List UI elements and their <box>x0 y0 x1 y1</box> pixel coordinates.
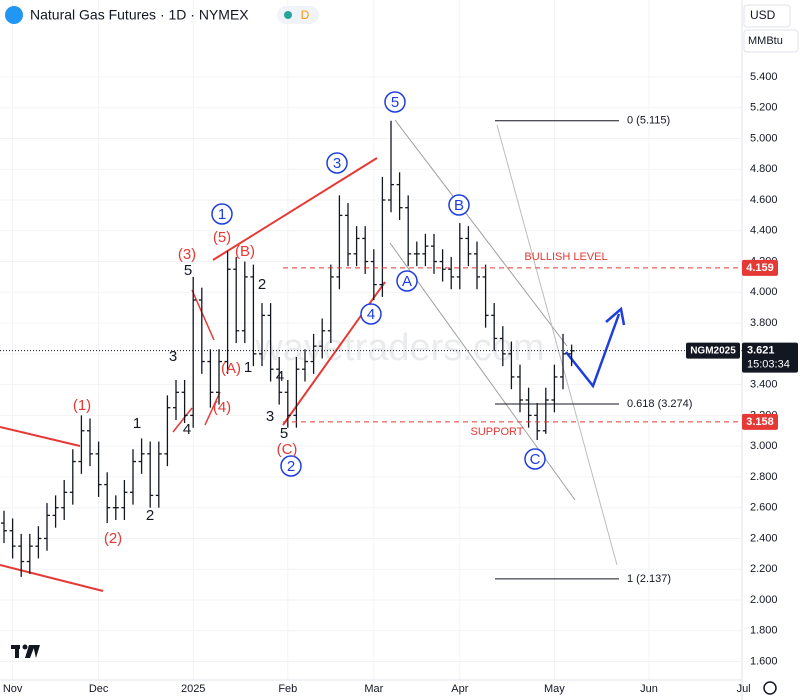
wave-label: 4 <box>183 421 191 438</box>
wave-label: 1 <box>244 359 252 376</box>
chart-title[interactable]: Natural Gas Futures · 1D · NYMEX <box>30 7 249 23</box>
wave-label: 3 <box>333 155 341 172</box>
y-tick-label: 4.400 <box>750 225 778 237</box>
status-dot <box>284 11 292 19</box>
last-price-badge <box>742 342 798 373</box>
wave-label: (1) <box>73 397 91 414</box>
wave-label: (3) <box>178 246 196 263</box>
wave-circle <box>448 194 470 216</box>
wave-label: B <box>454 197 464 214</box>
wave-label: 2 <box>258 276 266 293</box>
y-tick-label: 1.800 <box>750 625 778 637</box>
currency-button[interactable] <box>743 4 791 28</box>
wave-circle <box>396 270 418 292</box>
wave-label: 5 <box>184 262 192 279</box>
y-tick-label: 2.200 <box>750 563 778 575</box>
x-tick-label: Mar <box>364 683 383 695</box>
symbol-tag-label: NGM2025 <box>690 345 736 356</box>
fib-label: 0.618 (3.274) <box>627 398 692 410</box>
y-tick-label: 2.600 <box>750 502 778 514</box>
last-price: 3.621 <box>747 345 775 357</box>
wave-circle <box>524 448 546 470</box>
settings-button[interactable] <box>763 681 777 695</box>
price-badge-label: 4.159 <box>746 262 774 274</box>
status-pill <box>277 6 319 24</box>
price-badge <box>742 259 778 276</box>
tv-logo <box>11 644 40 658</box>
wave-label: (B) <box>235 243 255 260</box>
wave-label: (C) <box>277 441 298 458</box>
unit-button[interactable] <box>743 29 799 53</box>
wave-circle <box>384 91 406 113</box>
x-tick-label: 2025 <box>181 683 205 695</box>
wave-circle <box>326 152 348 174</box>
wave-label: (4) <box>213 399 231 416</box>
y-tick-label: 2.000 <box>750 594 778 606</box>
price-badge <box>742 413 778 430</box>
fib-label: 1 (2.137) <box>627 573 671 585</box>
y-tick-label: 3.800 <box>750 317 778 329</box>
watermark: wavetraders.com <box>254 327 544 369</box>
y-tick-label: 5.200 <box>750 102 778 114</box>
x-tick-label: Apr <box>451 683 468 695</box>
x-tick-label: Jun <box>640 683 658 695</box>
y-tick-label: 4.600 <box>750 194 778 206</box>
y-tick-label: 3.000 <box>750 440 778 452</box>
wave-label: 3 <box>169 348 177 365</box>
wave-label: 4 <box>276 368 284 385</box>
x-tick-label: Jul <box>737 683 751 695</box>
wave-label: A <box>402 273 412 290</box>
wave-label: (5) <box>213 229 231 246</box>
y-tick-label: 4.000 <box>750 286 778 298</box>
countdown: 15:03:34 <box>747 359 790 371</box>
y-tick-label: 1.600 <box>750 655 778 667</box>
wave-circle <box>280 455 302 477</box>
wave-label: 5 <box>391 94 399 111</box>
wave-label: 4 <box>367 306 375 323</box>
y-tick-label: 5.000 <box>750 132 778 144</box>
unit[interactable]: MMBtu <box>748 35 783 47</box>
y-tick-label: 2.400 <box>750 532 778 544</box>
wave-label: (2) <box>104 530 122 547</box>
wave-label: 2 <box>146 507 154 524</box>
wave-label: C <box>530 451 541 468</box>
symbol-icon[interactable] <box>5 6 23 24</box>
delay-badge: D <box>301 8 310 22</box>
y-tick-label: 5.400 <box>750 71 778 83</box>
x-tick-label: Dec <box>89 683 109 695</box>
y-tick-label: 4.800 <box>750 163 778 175</box>
wave-label: 5 <box>280 425 288 442</box>
y-tick-label: 3.400 <box>750 379 778 391</box>
price-line-label: SUPPORT <box>471 426 524 438</box>
x-tick-label: Nov <box>3 683 23 695</box>
fib-label: 0 (5.115) <box>627 115 670 127</box>
wave-circle <box>360 303 382 325</box>
wave-label: (A) <box>221 360 241 377</box>
wave-circle <box>211 203 233 225</box>
symbol-tag <box>686 342 740 359</box>
wave-label: 1 <box>218 206 226 223</box>
currency[interactable]: USD <box>750 8 776 22</box>
price-line-label: BULLISH LEVEL <box>524 251 607 263</box>
price-badge-label: 3.158 <box>746 416 774 428</box>
x-tick-label: May <box>544 683 565 695</box>
y-tick-label: 2.800 <box>750 471 778 483</box>
wave-label: 2 <box>287 458 295 475</box>
wave-label: 1 <box>133 415 141 432</box>
x-tick-label: Feb <box>278 683 297 695</box>
wave-label: 3 <box>266 408 274 425</box>
